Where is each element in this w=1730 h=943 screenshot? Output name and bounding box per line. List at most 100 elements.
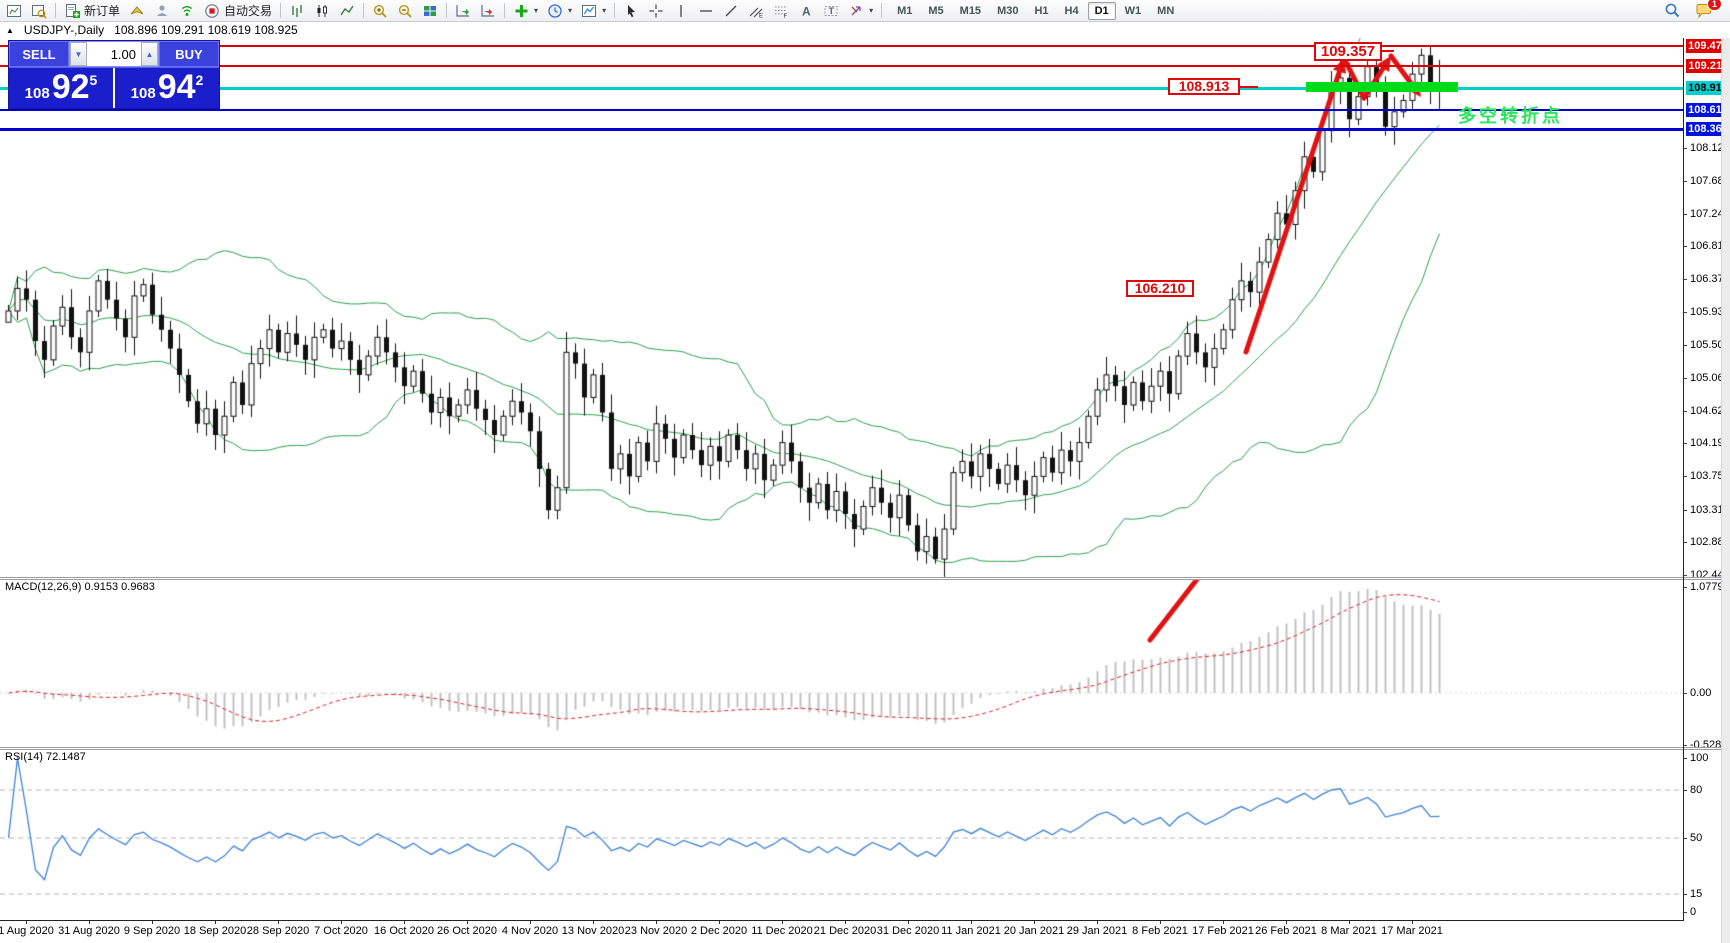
date-tick	[782, 920, 783, 924]
date-tick	[719, 920, 720, 924]
price-tick-label: 104.190	[1690, 437, 1730, 450]
fibonacci-icon[interactable]: F	[769, 1, 793, 20]
date-label: 11 Dec 2020	[751, 925, 813, 937]
swing-price-box[interactable]: 106.210	[1126, 280, 1194, 297]
new-order-button[interactable]: 新订单	[60, 1, 124, 20]
rsi-scale-label: 50	[1690, 832, 1703, 844]
date-tick	[1034, 920, 1035, 924]
trendline-icon[interactable]	[719, 1, 743, 20]
pane-separator[interactable]	[0, 747, 1730, 748]
buy-button[interactable]: BUY	[159, 41, 219, 67]
timeframe-H4[interactable]: H4	[1064, 4, 1079, 17]
buy-price[interactable]: 108 94 2	[115, 68, 219, 108]
price-tick-label: 103.750	[1690, 470, 1730, 483]
tile-windows-icon[interactable]	[418, 1, 442, 20]
date-tick	[1286, 920, 1287, 924]
chart-profiles-icon[interactable]	[27, 1, 51, 20]
sell-button[interactable]: SELL	[9, 41, 69, 67]
sell-price[interactable]: 108 92 5	[9, 68, 113, 108]
peak-price-box[interactable]: 109.357	[1314, 42, 1382, 61]
zoom-out-icon[interactable]	[393, 1, 417, 20]
crosshair-icon[interactable]	[644, 1, 668, 20]
vertical-line-icon[interactable]	[669, 1, 693, 20]
hline-109.475[interactable]	[0, 44, 1683, 47]
quote-bar: ▲ USDJPY-,Daily 108.896 109.291 108.619 …	[0, 22, 1730, 38]
metaeditor-icon[interactable]	[125, 1, 149, 20]
price-tickmark	[1683, 147, 1687, 149]
date-label: 8 Feb 2021	[1132, 925, 1188, 937]
bar-chart-icon[interactable]	[285, 1, 309, 20]
timeframe-M30[interactable]: M30	[997, 4, 1019, 17]
buy-price-sup: 2	[195, 72, 204, 88]
timeframe-M5[interactable]: M5	[928, 4, 944, 17]
date-label: 18 Sep 2020	[183, 925, 247, 937]
price-tickmark	[1683, 541, 1687, 543]
turning-point-text[interactable]: 多空转折点	[1458, 106, 1563, 126]
timeframe-M1[interactable]: M1	[897, 4, 913, 17]
window-scroll-strip[interactable]	[1721, 22, 1730, 943]
arrows-tool-button[interactable]: ▾	[844, 1, 877, 20]
price-tickmark	[1683, 246, 1687, 248]
zoom-in-icon[interactable]	[368, 1, 392, 20]
pane-separator	[0, 579, 1730, 580]
volume-input[interactable]	[87, 42, 141, 66]
date-label: 7 Oct 2020	[314, 925, 368, 937]
expander-triangle-icon[interactable]: ▲	[6, 25, 14, 35]
line-chart-icon[interactable]	[335, 1, 359, 20]
dropdown-caret-icon: ▾	[568, 6, 573, 15]
date-tick	[593, 920, 594, 924]
market-icon[interactable]	[150, 1, 174, 20]
toolbar-separator	[881, 3, 883, 18]
price-tickmark	[1683, 312, 1687, 314]
date-label: 21 Dec 2020	[813, 925, 877, 937]
horizontal-line-icon[interactable]	[694, 1, 718, 20]
signals-icon[interactable]	[175, 1, 199, 20]
notifications-icon[interactable]: 1	[1692, 0, 1722, 20]
macd-scale-label: 0.00	[1690, 687, 1712, 699]
hline-108.366[interactable]	[0, 127, 1683, 131]
buy-price-prefix: 108	[130, 85, 156, 102]
volume-decrease-button[interactable]: ▼	[70, 42, 87, 66]
hline-108.913[interactable]	[0, 86, 1683, 90]
timeframe-M15[interactable]: M15	[959, 4, 982, 17]
text-icon[interactable]: A	[794, 1, 818, 20]
macd-scale-label: 1.0779	[1690, 581, 1724, 594]
periods-button[interactable]: ▾	[543, 1, 576, 20]
new-chart-icon[interactable]	[2, 1, 26, 20]
date-label: 23 Nov 2020	[624, 925, 688, 937]
timeframe-group: M1 M5 M15 M30 H1 H4 D1 W1 MN	[890, 1, 1181, 20]
autotrading-button[interactable]: 自动交易	[200, 1, 276, 20]
timeframe-D1[interactable]: D1	[1087, 1, 1116, 20]
candlestick-chart-icon[interactable]	[310, 1, 334, 20]
date-label: 28 Sep 2020	[246, 925, 310, 937]
date-label: 31 Dec 2020	[876, 925, 940, 937]
indicators-button[interactable]: ▾	[509, 1, 542, 20]
support-zone-rect[interactable]	[1306, 82, 1458, 92]
date-tick	[1160, 920, 1161, 924]
toolbar-separator	[504, 3, 506, 18]
pane-separator[interactable]	[0, 577, 1730, 578]
date-tick	[215, 920, 216, 924]
toolbar: 新订单 自动交易 ▾ ▾ ▾ E F A T ▾ M1 M5 M15 M30 H1 H4 D…	[0, 0, 1730, 22]
auto-scroll-icon[interactable]	[451, 1, 475, 20]
hline-108.617[interactable]	[0, 109, 1683, 112]
price-tickmark	[1683, 574, 1687, 576]
level-price-box[interactable]: 108.913	[1168, 78, 1240, 95]
templates-button[interactable]: ▾	[577, 1, 610, 20]
timeframe-W1[interactable]: W1	[1124, 4, 1142, 17]
equidistant-channel-icon[interactable]: E	[744, 1, 768, 20]
text-label-icon[interactable]: T	[819, 1, 843, 20]
chart-shift-icon[interactable]	[476, 1, 500, 20]
date-label: 13 Nov 2020	[561, 925, 625, 937]
cursor-icon[interactable]	[619, 1, 643, 20]
hline-109.211[interactable]	[0, 64, 1683, 67]
timeframe-MN[interactable]: MN	[1157, 4, 1175, 17]
search-icon[interactable]	[1660, 1, 1684, 20]
macd-tickmark	[1683, 693, 1687, 694]
timeframe-H1[interactable]: H1	[1034, 4, 1049, 17]
volume-increase-button[interactable]: ▲	[141, 42, 158, 66]
toolbar-separator	[446, 3, 448, 18]
date-tick	[971, 920, 972, 924]
date-tick	[845, 920, 846, 924]
